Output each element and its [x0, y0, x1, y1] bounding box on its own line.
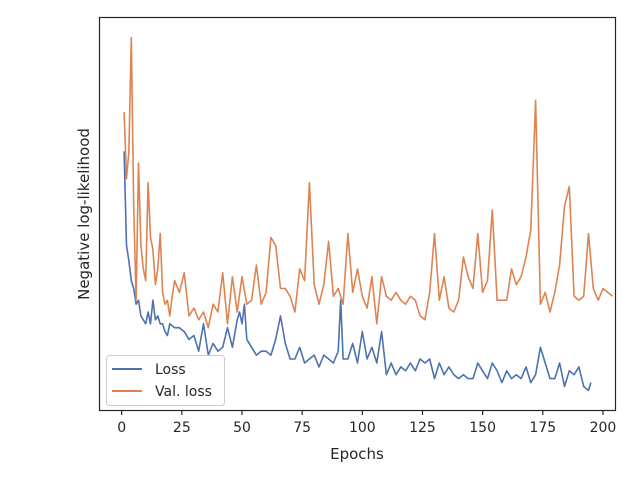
legend-label-val-loss: Val. loss	[155, 384, 212, 400]
x-tick-label: 75	[293, 420, 311, 436]
y-axis-label: Negative log-likelihood	[75, 128, 93, 300]
x-tick-label: 0	[117, 420, 126, 436]
x-axis-ticks: 0 25 50 75 100 125 150 175 200	[117, 410, 616, 436]
x-tick-label: 25	[173, 420, 191, 436]
x-tick-label: 125	[409, 420, 436, 436]
plot-frame	[98, 16, 617, 412]
series-lines	[123, 36, 614, 392]
x-tick-label: 150	[469, 420, 496, 436]
x-tick-label: 100	[349, 420, 376, 436]
legend-label-loss: Loss	[155, 362, 186, 378]
series-line-val-loss	[123, 36, 614, 329]
x-tick-label: 175	[529, 420, 556, 436]
x-axis-label: Epochs	[330, 445, 384, 463]
series-line-loss	[123, 151, 592, 392]
legend: Loss Val. loss	[106, 355, 225, 406]
x-tick-label: 200	[590, 420, 617, 436]
x-tick-label: 50	[233, 420, 251, 436]
